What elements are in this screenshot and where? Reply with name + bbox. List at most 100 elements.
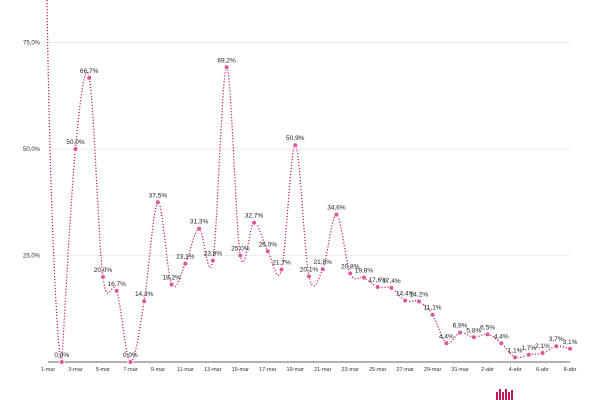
data-point [210,257,216,264]
data-label: 6,5% [480,324,495,331]
data-point [168,281,175,288]
data-label: 14,4% [396,291,415,298]
data-label: 16,7% [107,281,126,288]
data-point [512,354,518,361]
data-point [498,340,505,347]
data-point [553,343,560,350]
data-label: 50,9% [286,135,305,142]
data-label: 14,3% [135,291,154,298]
data-label: 32,7% [245,213,264,220]
x-tick-label: 19-mar [287,367,305,373]
data-label: 26,0% [259,241,278,248]
data-label: 19,8% [355,268,374,275]
data-point [374,284,381,290]
data-label: 0,0% [123,352,138,359]
x-tick-label: 9-mar [151,367,166,373]
y-tick-label: 25,0% [23,254,41,260]
data-label: 20,0% [94,267,113,274]
data-label: 0,0% [54,352,69,359]
data-label: 17,6% [368,277,387,284]
data-label: 20,8% [341,263,360,270]
data-point [278,266,285,273]
data-point [429,311,436,318]
data-point [539,350,546,356]
series-layer [46,0,573,365]
data-point [141,298,147,304]
data-label: 2,1% [535,343,550,350]
data-point [72,146,79,152]
x-tick-label: 13-mar [204,367,222,373]
data-label: 1,7% [521,345,536,352]
label-layer: 0,0% 50,0% 66,7% 20,0% 16,7% 0,0% 14,3% 37,5% 18… [54,57,577,359]
x-tick-label: 31-mar [451,367,469,373]
data-point [443,340,450,347]
x-tick-label: 17-mar [259,367,277,373]
data-point [416,298,422,305]
data-label: 23,8% [204,251,223,258]
x-tick-label: 2-abr [481,367,494,373]
x-tick-label: 29-mar [424,367,442,373]
x-tick-label: 1-mar [41,367,56,373]
data-point [223,64,230,71]
data-point [457,329,463,336]
data-point [155,199,161,206]
grid-layer [48,42,570,256]
data-point [113,288,120,294]
data-label: 37,5% [149,192,168,199]
data-point [196,225,202,232]
data-label: 21,7% [272,260,291,267]
data-point [127,359,134,365]
data-point [264,248,271,255]
data-label: 20,1% [300,266,319,273]
data-label: 23,1% [176,254,195,261]
data-label: 34,6% [327,205,346,212]
data-point [333,211,340,218]
y-tick-label: 75,0% [23,41,41,47]
brand-logo [496,389,514,400]
data-label: 14,2% [410,292,429,299]
data-point [402,297,408,304]
x-tick-label: 4-abr [509,367,522,373]
axis-layer: 25,0% 50,0% 75,0% 1-mar 3-mar 5-mar 7-mar 9-mar… [23,41,577,373]
x-tick-label: 15-mar [232,367,250,373]
data-point [347,270,354,277]
data-point [388,285,395,291]
data-point [567,345,573,352]
data-point [484,331,491,338]
data-label: 3,7% [549,336,564,343]
data-label: 4,4% [439,333,454,340]
x-tick-label: 23-mar [341,367,359,373]
data-label: 66,7% [80,68,99,75]
x-tick-label: 25-mar [369,367,387,373]
x-tick-label: 27-mar [396,367,414,373]
data-label: 11,1% [424,305,442,312]
data-point [319,266,326,272]
x-tick-label: 7-mar [123,367,138,373]
data-label: 25,0% [231,246,250,253]
x-tick-label: 3-mar [68,367,83,373]
data-label: 6,9% [453,323,468,330]
data-label: 50,0% [66,139,85,146]
y-tick-label: 50,0% [23,147,41,153]
data-label: 31,3% [190,219,209,226]
data-label: 3,1% [563,339,578,346]
series-line [46,0,571,363]
data-label: 69,2% [217,57,236,64]
data-point [237,252,244,259]
x-tick-label: 11-mar [177,367,194,373]
data-point [58,359,65,365]
data-point [251,219,257,226]
data-point [306,273,312,280]
data-label: 17,4% [382,278,401,285]
data-point [292,142,299,149]
data-point [525,351,532,358]
data-point [86,75,93,81]
data-label: 18,2% [162,274,181,281]
x-tick-label: 21-mar [314,367,332,373]
x-tick-label: 6-abr [536,367,549,373]
x-tick-label: 5-mar [96,367,111,373]
data-label: 4,4% [494,333,509,340]
data-label: 1,1% [508,347,523,354]
